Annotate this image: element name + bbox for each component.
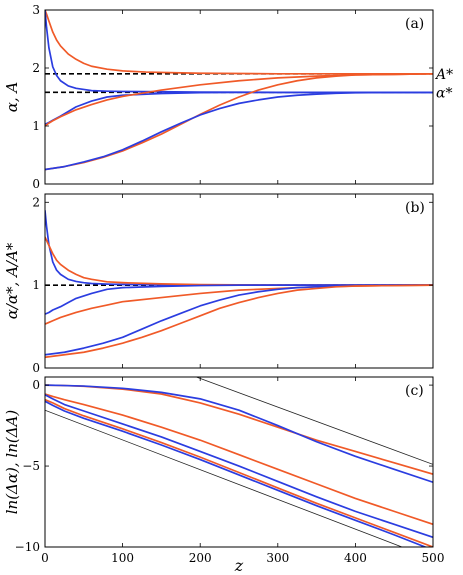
plot-frame (44, 193, 434, 369)
y-tick-label: 0 (32, 378, 40, 392)
series-line-orange (45, 72, 433, 127)
series-line-orange (45, 384, 433, 475)
panel-label: (b) (405, 200, 425, 216)
x-tick-label: 200 (189, 551, 212, 565)
y-axis-label: ln(Δα), ln(ΔA) (3, 410, 21, 515)
y-tick-label: −5 (22, 459, 40, 473)
series-line-orange (45, 10, 433, 75)
series-line-blue (45, 384, 433, 484)
panel-label: (a) (405, 16, 424, 32)
x-tick-label: 500 (422, 551, 445, 565)
reference-slope-line (45, 409, 403, 547)
series-line-orange (45, 398, 433, 547)
x-tick-label: 100 (111, 551, 134, 565)
series-line-orange (45, 393, 433, 526)
panel-c: 0 100 200 300 400 500 0 −5 −10 (c) ln(Δα), ln(ΔA) (3, 376, 445, 565)
panel-label: (c) (405, 383, 424, 399)
x-tick-label: 0 (41, 551, 49, 565)
reference-line-label: A* (434, 67, 453, 83)
y-tick-label: 1 (32, 119, 40, 133)
y-tick-label: 2 (32, 61, 40, 75)
y-tick-label: −10 (15, 540, 40, 554)
y-axis-label: α/α*, A/A* (3, 242, 21, 319)
x-axis-label: z (234, 556, 244, 575)
y-tick-label: 0 (32, 361, 40, 375)
series-line-orange (45, 284, 433, 359)
reference-slope-line (195, 377, 433, 465)
series-line-blue (45, 284, 433, 315)
x-tick-label: 400 (344, 551, 367, 565)
series-line-orange (45, 72, 433, 171)
y-axis-label: α, A (3, 82, 21, 113)
series-line-blue (45, 400, 427, 547)
series-line-blue (45, 284, 433, 356)
reference-line-label: α* (436, 85, 452, 101)
y-tick-label: 2 (32, 195, 40, 209)
plot-frame (44, 376, 434, 548)
plot-frame (44, 9, 434, 185)
series-line-orange (45, 236, 433, 286)
panel-a: A* α* 0 1 2 3 (a) α, A (3, 3, 453, 191)
y-tick-label: 3 (32, 3, 40, 17)
panel-b: 0 1 2 (b) α/α*, A/A* (3, 193, 434, 375)
series-line-blue (45, 209, 433, 286)
series-line-blue (45, 393, 433, 539)
y-tick-label: 0 (32, 177, 40, 191)
x-tick-label: 300 (266, 551, 289, 565)
y-tick-label: 1 (32, 278, 40, 292)
series-line-blue (45, 91, 433, 171)
